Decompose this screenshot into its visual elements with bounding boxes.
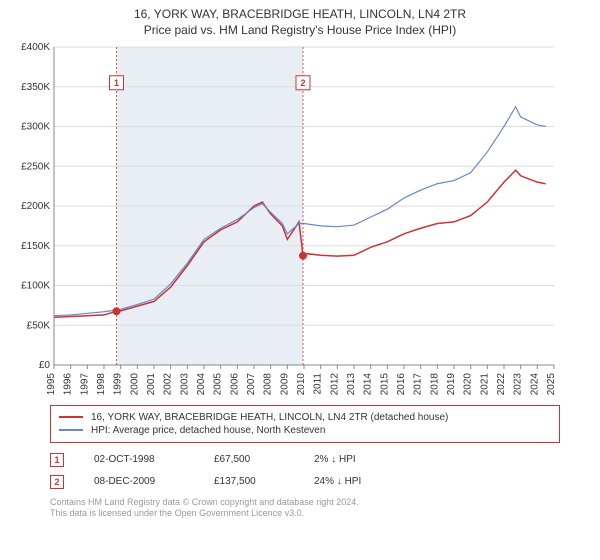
svg-text:2002: 2002: [163, 372, 174, 395]
svg-text:2020: 2020: [463, 372, 474, 395]
svg-text:2008: 2008: [263, 372, 274, 395]
svg-text:2014: 2014: [363, 372, 374, 395]
svg-text:1999: 1999: [113, 372, 124, 395]
svg-text:£200K: £200K: [21, 201, 50, 212]
legend-swatch: [59, 416, 83, 418]
svg-text:1996: 1996: [63, 372, 74, 395]
svg-text:2010: 2010: [296, 372, 307, 395]
sale-marker-icon: 2: [50, 475, 64, 489]
svg-text:2011: 2011: [313, 372, 324, 394]
svg-text:2: 2: [300, 78, 305, 88]
svg-text:2009: 2009: [279, 372, 290, 395]
svg-text:£400K: £400K: [21, 42, 50, 53]
svg-text:1998: 1998: [96, 372, 107, 395]
svg-text:£50K: £50K: [27, 320, 51, 331]
sale-marker-icon: 1: [50, 453, 64, 467]
svg-text:2024: 2024: [529, 372, 540, 395]
sale-price: £137,500: [214, 476, 284, 487]
svg-text:2005: 2005: [213, 372, 224, 395]
svg-text:2022: 2022: [496, 372, 507, 395]
svg-text:2006: 2006: [229, 372, 240, 395]
svg-text:1995: 1995: [46, 372, 57, 395]
svg-text:£150K: £150K: [21, 241, 50, 252]
sale-date: 02-OCT-1998: [94, 454, 184, 465]
legend-item: 16, YORK WAY, BRACEBRIDGE HEATH, LINCOLN…: [59, 412, 551, 423]
footer-line: Contains HM Land Registry data © Crown c…: [50, 497, 560, 509]
svg-text:£350K: £350K: [21, 82, 50, 93]
svg-text:1: 1: [114, 78, 119, 88]
svg-text:2007: 2007: [246, 372, 257, 395]
chart-area: £0 £50K £100K £150K £200K £250K £300K £350K £400…: [10, 41, 590, 401]
svg-text:2021: 2021: [479, 372, 490, 395]
svg-text:2023: 2023: [513, 372, 524, 395]
svg-text:2018: 2018: [429, 372, 440, 395]
line-chart: £0 £50K £100K £150K £200K £250K £300K £350K £400…: [10, 41, 570, 401]
svg-text:2012: 2012: [329, 372, 340, 395]
svg-text:2003: 2003: [179, 372, 190, 395]
legend: 16, YORK WAY, BRACEBRIDGE HEATH, LINCOLN…: [50, 405, 560, 443]
sale-date: 08-DEC-2009: [94, 476, 184, 487]
svg-text:2025: 2025: [546, 372, 557, 395]
footer-line: This data is licensed under the Open Gov…: [50, 508, 560, 520]
legend-swatch: [59, 429, 83, 431]
legend-item: HPI: Average price, detached house, Nort…: [59, 425, 551, 436]
legend-label: HPI: Average price, detached house, Nort…: [91, 425, 325, 436]
svg-text:2016: 2016: [396, 372, 407, 395]
footer: Contains HM Land Registry data © Crown c…: [50, 497, 560, 520]
sale-row: 1 02-OCT-1998 £67,500 2% ↓ HPI: [50, 449, 560, 471]
sale-row: 2 08-DEC-2009 £137,500 24% ↓ HPI: [50, 471, 560, 493]
svg-text:2000: 2000: [129, 372, 140, 395]
chart-subtitle: Price paid vs. HM Land Registry's House …: [10, 23, 590, 37]
svg-text:£250K: £250K: [21, 161, 50, 172]
sales-list: 1 02-OCT-1998 £67,500 2% ↓ HPI 2 08-DEC-…: [50, 449, 560, 493]
svg-text:2013: 2013: [346, 372, 357, 395]
svg-text:2019: 2019: [446, 372, 457, 395]
svg-text:2015: 2015: [379, 372, 390, 395]
svg-text:1997: 1997: [79, 372, 90, 395]
sale-hpi-relation: 24% ↓ HPI: [314, 476, 560, 487]
legend-label: 16, YORK WAY, BRACEBRIDGE HEATH, LINCOLN…: [91, 412, 448, 423]
svg-text:£300K: £300K: [21, 121, 50, 132]
chart-title: 16, YORK WAY, BRACEBRIDGE HEATH, LINCOLN…: [10, 6, 590, 23]
svg-text:£0: £0: [39, 360, 51, 371]
svg-text:2017: 2017: [413, 372, 424, 395]
sale-price: £67,500: [214, 454, 284, 465]
sale-hpi-relation: 2% ↓ HPI: [314, 454, 560, 465]
svg-text:2004: 2004: [196, 372, 207, 395]
svg-text:2001: 2001: [146, 372, 157, 395]
svg-text:£100K: £100K: [21, 280, 50, 291]
